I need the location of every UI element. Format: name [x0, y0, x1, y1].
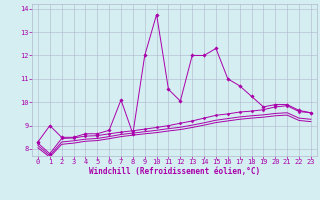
X-axis label: Windchill (Refroidissement éolien,°C): Windchill (Refroidissement éolien,°C)	[89, 167, 260, 176]
